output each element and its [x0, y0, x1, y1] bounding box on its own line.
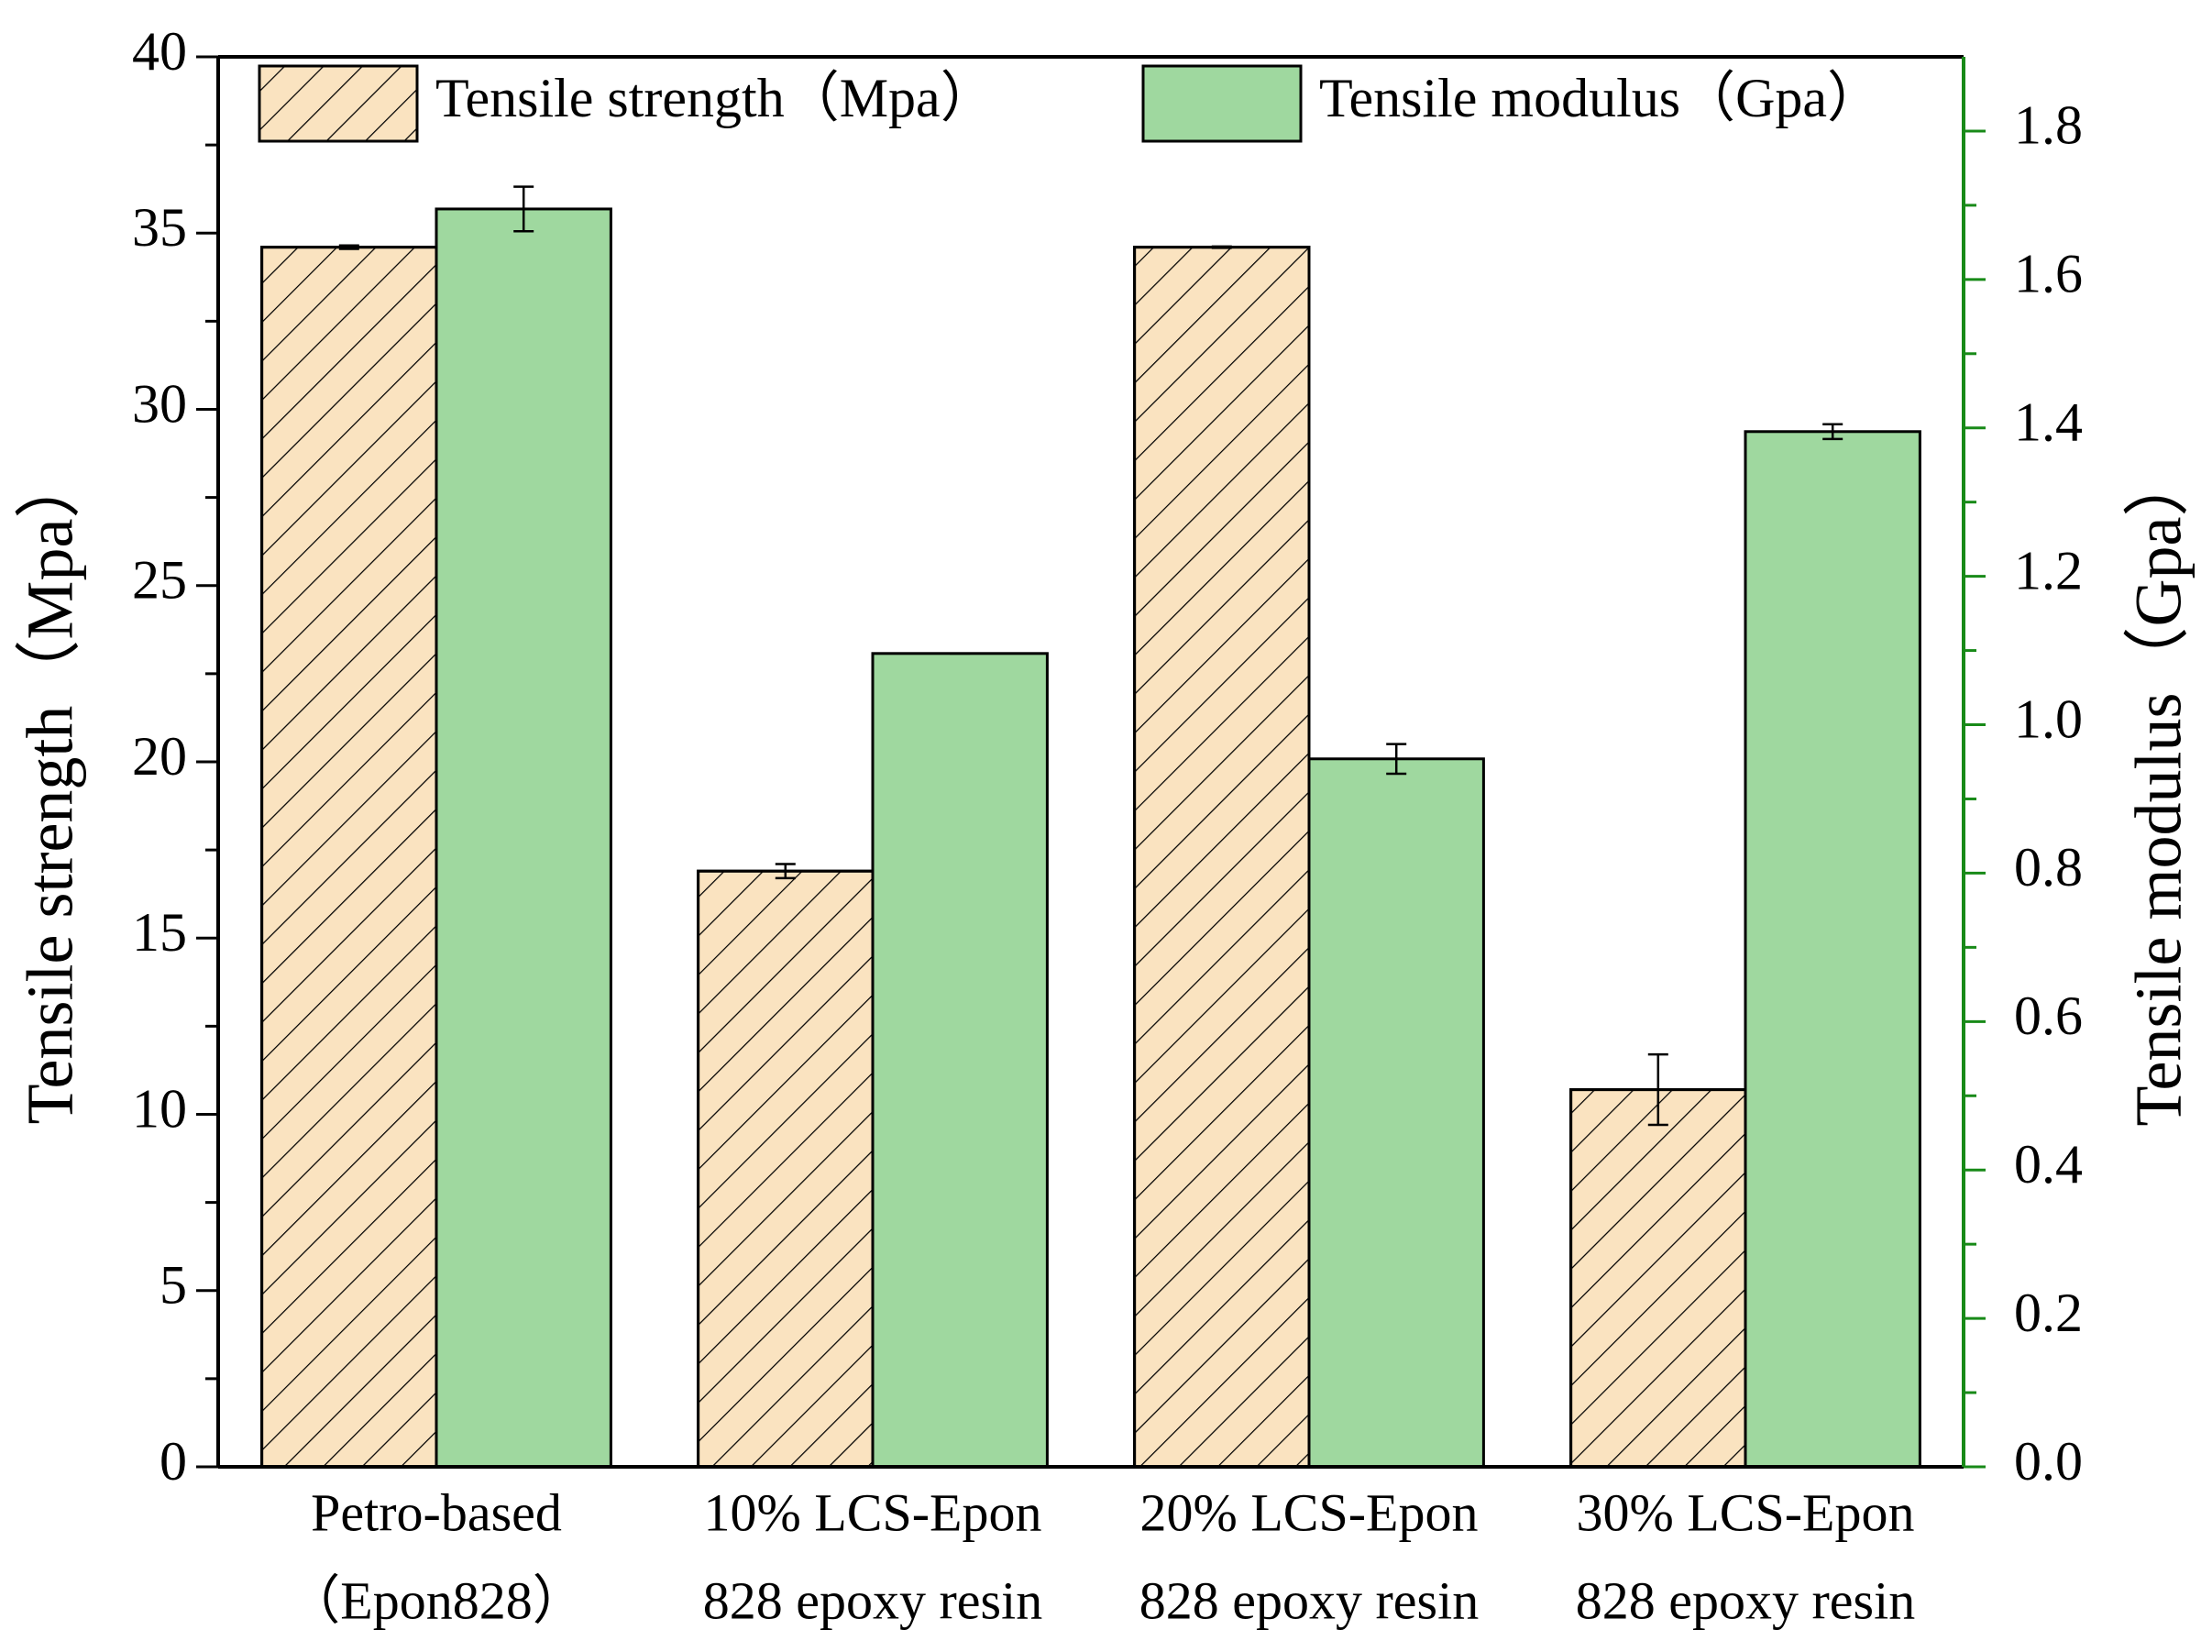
x-tick-label: 828 epoxy resin [1139, 1570, 1480, 1630]
y-axis-title: Tensile strength（Mpa） [14, 453, 87, 1125]
bar-hatch [260, 246, 438, 1469]
bar [871, 652, 1049, 1469]
y-tick-label: 35 [132, 197, 187, 258]
error-bar [338, 244, 359, 250]
error-bar [775, 863, 796, 880]
y2-tick-label: 0.0 [2014, 1431, 2083, 1492]
y2-tick-label: 1.2 [2014, 540, 2083, 600]
x-tick-label: 10% LCS-Epon [704, 1482, 1042, 1542]
y-tick-label: 0 [160, 1431, 187, 1492]
y-tick-label: 15 [132, 902, 187, 963]
y2-tick-label: 0.4 [2014, 1134, 2083, 1195]
y2-tick-label: 1.0 [2014, 688, 2083, 749]
x-tick-label: Petro-based [311, 1482, 562, 1542]
bar [435, 207, 612, 1469]
legend-swatch [1141, 64, 1303, 143]
legend-label: Tensile modulus（Gpa） [1319, 68, 1882, 128]
y-tick-label: 20 [132, 726, 187, 787]
y-tick-label: 30 [132, 373, 187, 434]
bar-hatch [1569, 1088, 1747, 1469]
y2-tick-label: 0.6 [2014, 986, 2083, 1046]
y-tick-label: 25 [132, 550, 187, 611]
error-bar [1647, 1052, 1668, 1127]
legend-hatch [258, 64, 419, 143]
y-tick-label: 5 [160, 1255, 187, 1316]
x-tick-label: 828 epoxy resin [703, 1570, 1043, 1630]
y2-axis-title: Tensile modulus（Gpa） [2122, 451, 2195, 1127]
y-tick-label: 10 [132, 1078, 187, 1139]
y2-tick-label: 1.4 [2014, 392, 2083, 453]
x-tick-label: 20% LCS-Epon [1140, 1482, 1479, 1542]
x-tick-label: 828 epoxy resin [1576, 1570, 1916, 1630]
bar [1744, 430, 1921, 1469]
x-tick-label: 30% LCS-Epon [1577, 1482, 1915, 1542]
bar-hatch [1133, 246, 1311, 1469]
y2-tick-label: 1.6 [2014, 244, 2083, 304]
error-bar [513, 185, 534, 233]
error-bar [1386, 743, 1407, 776]
legend-label: Tensile strength（Mpa） [435, 68, 996, 128]
bar-hatch [697, 869, 875, 1469]
error-bar [1822, 423, 1843, 441]
x-tick-label: （Epon828） [287, 1570, 585, 1630]
y2-tick-label: 0.2 [2014, 1283, 2083, 1343]
error-bar [1211, 245, 1232, 249]
y2-tick-label: 1.8 [2014, 95, 2083, 156]
bar [1307, 757, 1485, 1469]
y-tick-label: 40 [132, 21, 187, 82]
y2-tick-label: 0.8 [2014, 837, 2083, 898]
